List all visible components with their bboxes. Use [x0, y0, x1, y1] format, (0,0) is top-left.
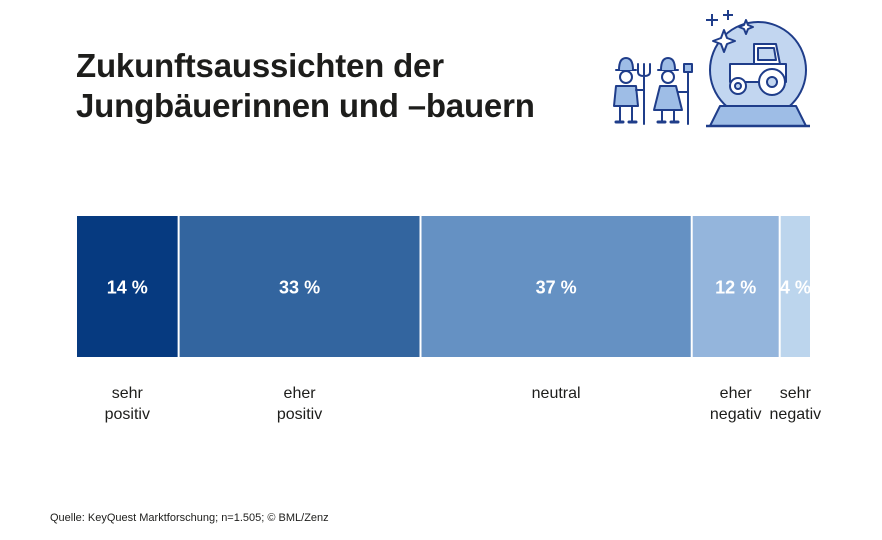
category-label-line: negativ [770, 406, 822, 423]
chart-title-line-2: Jungbäuerinnen und –bauern [76, 87, 535, 124]
source-note: Quelle: KeyQuest Marktforschung; n=1.505… [50, 512, 329, 524]
farmer-woman-with-shovel-icon [653, 57, 693, 125]
bar-segment [421, 216, 691, 357]
category-label: sehr negativ [770, 385, 822, 423]
sparkles-icon [706, 10, 754, 53]
farmers-crystal-ball-illustration [604, 6, 814, 139]
segment-value-label: 12 % [715, 278, 756, 298]
crystal-ball-tractor-icon [706, 21, 810, 128]
category-label: neutral [532, 385, 581, 402]
bar-segment [77, 216, 178, 357]
segment-value-label: 37 % [536, 278, 577, 298]
category-label: eher negativ [710, 385, 762, 423]
farmer-man-with-pitchfork-icon [613, 57, 651, 125]
bar-segment [179, 216, 420, 357]
category-label-line: neutral [532, 385, 581, 402]
category-label: eher positiv [277, 385, 322, 423]
chart-title: Zukunftsaussichten der Jungbäuerinnen un… [76, 46, 535, 126]
category-label: sehr positiv [105, 385, 150, 423]
bar-segment [780, 216, 810, 357]
category-label-line: eher [720, 385, 753, 402]
category-label-line: positiv [105, 406, 150, 423]
category-label-line: positiv [277, 406, 322, 423]
segment-value-label: 33 % [279, 278, 320, 298]
chart-title-line-1: Zukunftsaussichten der [76, 47, 444, 84]
bar-segment [692, 216, 779, 357]
category-label-line: eher [284, 385, 317, 402]
category-label-line: negativ [710, 406, 762, 423]
segment-value-label: 14 % [107, 278, 148, 298]
category-label-line: sehr [112, 385, 144, 402]
segment-value-label: 4 % [780, 278, 811, 298]
category-label-line: sehr [780, 385, 812, 402]
